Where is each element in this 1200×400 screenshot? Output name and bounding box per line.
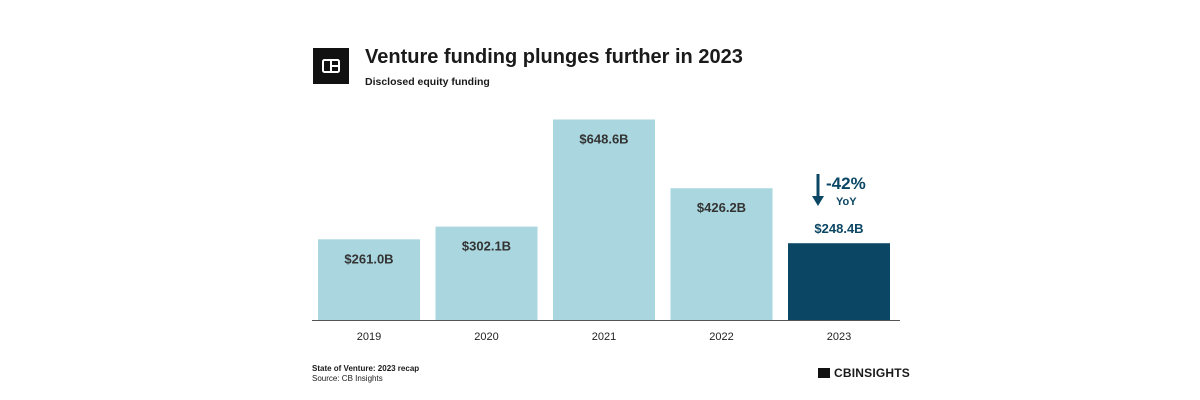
data-label-2022: $426.2B: [697, 200, 746, 215]
x-tick-label-2022: 2022: [709, 331, 733, 343]
x-tick-label-2019: 2019: [357, 331, 381, 343]
x-tick-label-2023: 2023: [827, 331, 851, 343]
x-tick-label-2021: 2021: [592, 331, 616, 343]
data-label-2021: $648.6B: [579, 132, 628, 147]
brand-text: CBINSIGHTS: [834, 366, 911, 380]
data-label-2019: $261.0B: [344, 251, 393, 266]
report-name: State of Venture: 2023 recap: [312, 364, 420, 373]
yoy-change-value: -42%: [826, 174, 866, 193]
cb-logo: [313, 48, 349, 84]
x-tick-label-2020: 2020: [474, 331, 498, 343]
source-note: Source: CB Insights: [312, 374, 383, 383]
bar-2023: [788, 243, 890, 320]
down-arrow-icon: [812, 196, 824, 206]
cb-logo-icon: [313, 48, 349, 84]
chart-subtitle: Disclosed equity funding: [365, 76, 490, 88]
data-label-2020: $302.1B: [462, 239, 511, 254]
data-label-2023: $248.4B: [814, 221, 863, 236]
bar-2020: [435, 226, 538, 320]
bar-2021: [553, 119, 655, 320]
bar-2022: [670, 188, 773, 320]
bar-2019: [318, 239, 420, 320]
chart-title: Venture funding plunges further in 2023: [365, 46, 743, 68]
yoy-change-basis: YoY: [836, 196, 857, 208]
cb-mark-icon: [818, 368, 830, 378]
brand-logo: CBINSIGHTS: [818, 366, 910, 380]
